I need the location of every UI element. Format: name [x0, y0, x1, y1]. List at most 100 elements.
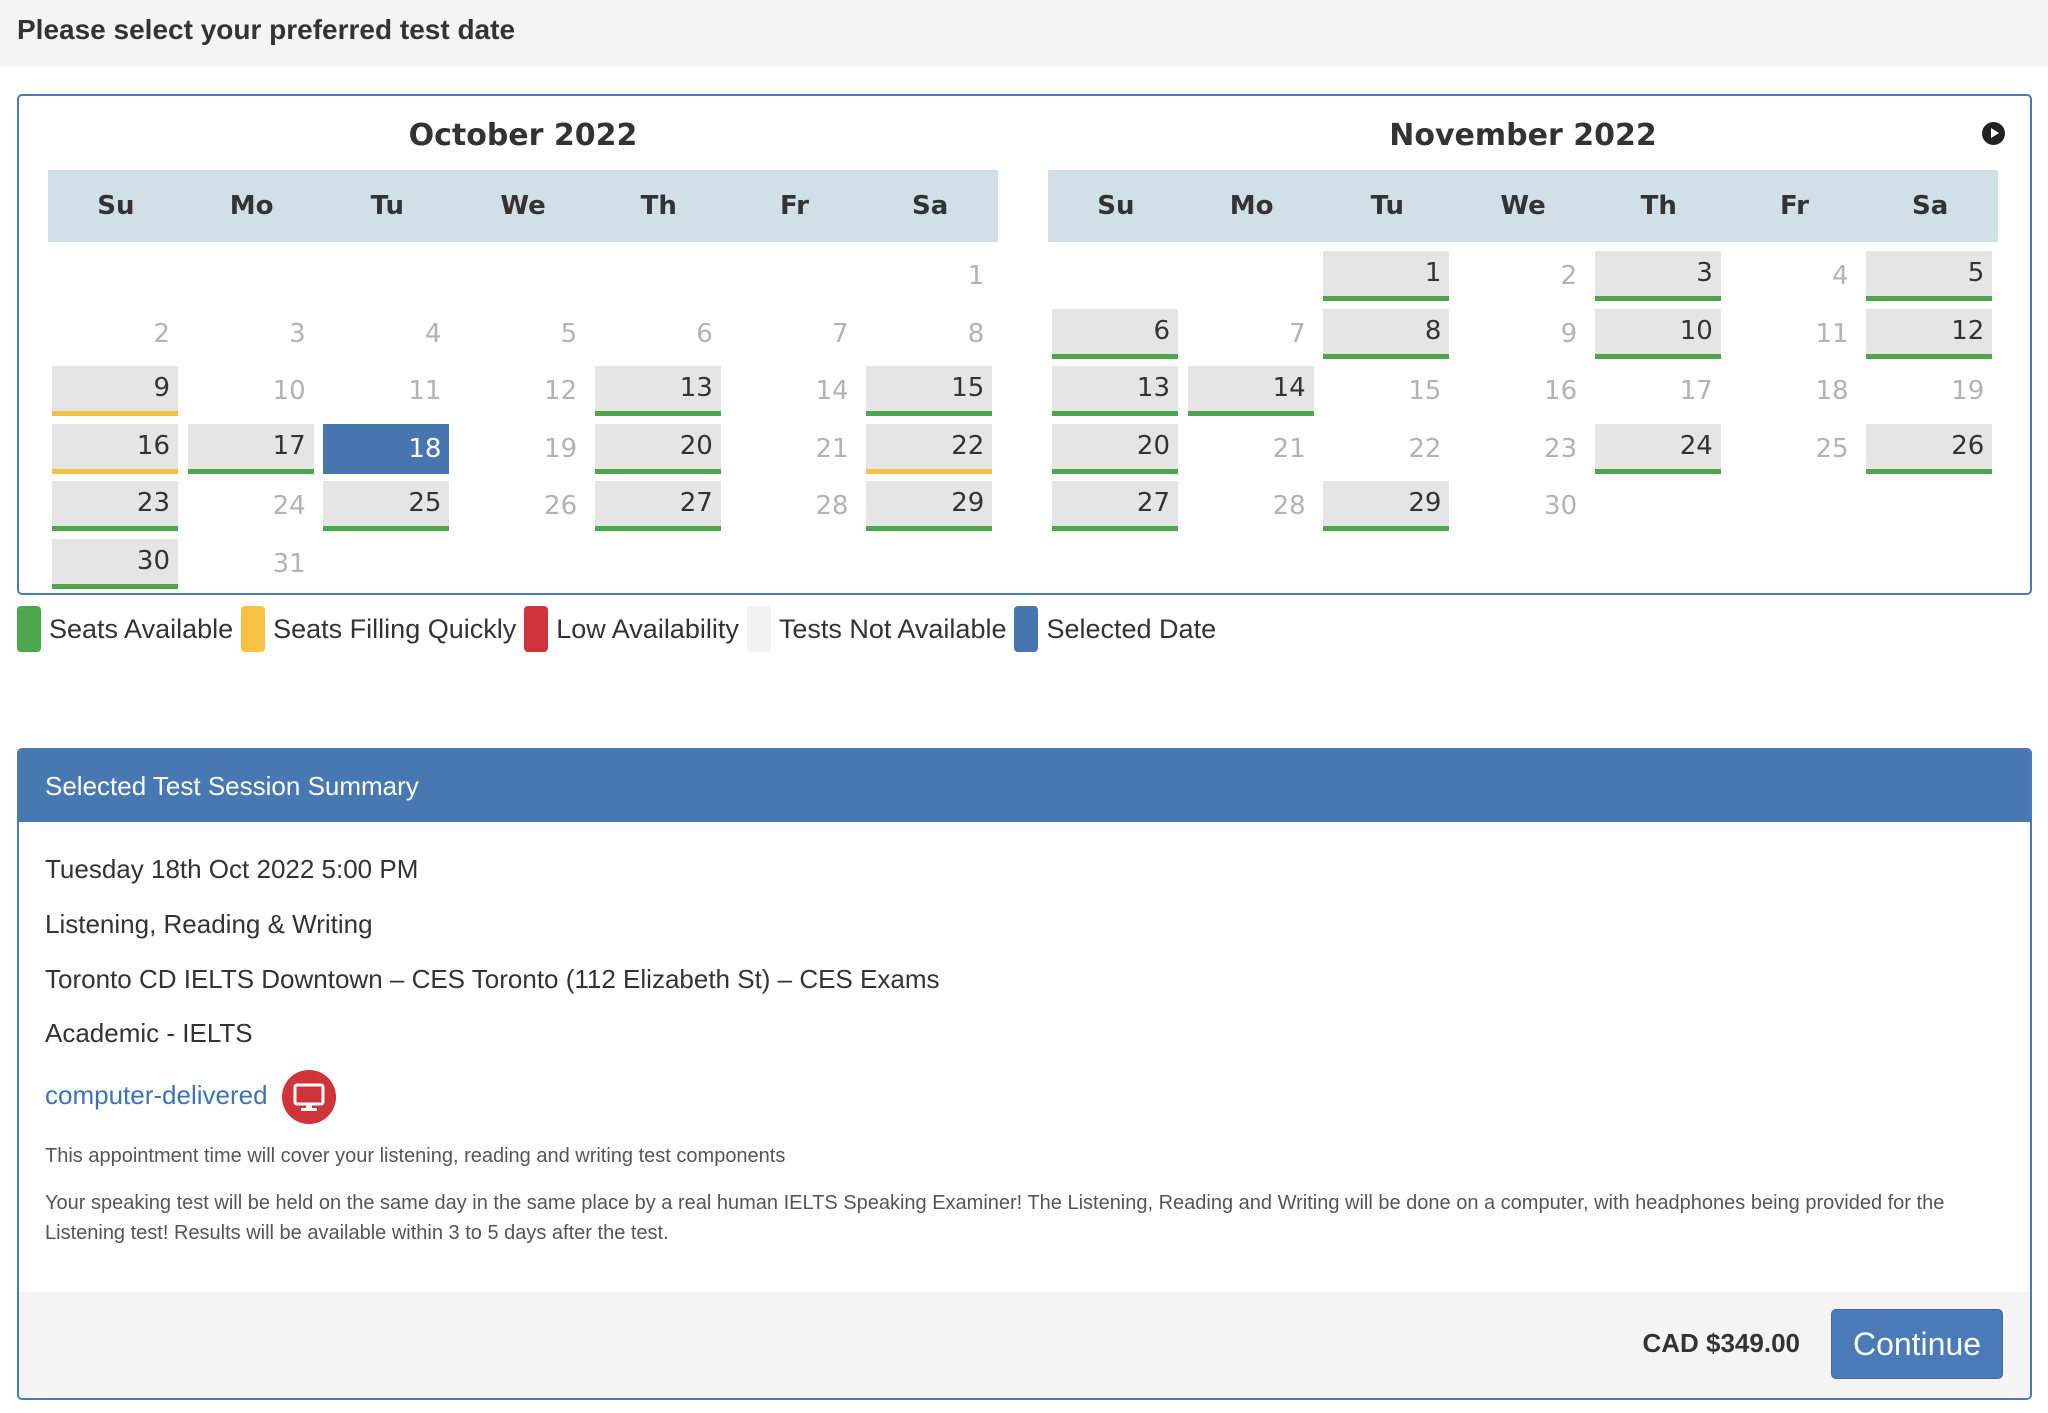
- day-cell-oct-31: 31: [272, 548, 306, 579]
- day-cell-oct-1: 1: [967, 261, 985, 291]
- day-cell-nov-28: 28: [1272, 491, 1306, 521]
- day-cell-oct-6: 6: [696, 318, 713, 349]
- weekday-label: Su: [97, 191, 135, 221]
- legend-label: Tests Not Available: [778, 613, 1007, 644]
- legend-swatch-not-available: [746, 606, 771, 652]
- day-cell-oct-13[interactable]: 13: [594, 366, 721, 416]
- day-cell-nov-17: 17: [1679, 376, 1713, 406]
- day-cell-nov-16: 16: [1544, 376, 1578, 406]
- appointment-note: This appointment time will cover your li…: [45, 1145, 786, 1167]
- day-cell-oct-3: 3: [289, 318, 306, 349]
- day-cell-oct-28: 28: [815, 491, 849, 521]
- day-cell-oct-17[interactable]: 17: [187, 423, 314, 474]
- day-cell-nov-13[interactable]: 13: [1052, 366, 1178, 416]
- day-cell-oct-11: 11: [408, 376, 442, 406]
- weekday-label: Fr: [779, 191, 809, 221]
- availability-legend: Seats Available Seats Filling Quickly Lo…: [17, 606, 1224, 652]
- day-cell-nov-7: 7: [1289, 318, 1306, 349]
- day-cell-oct-29[interactable]: 29: [866, 481, 993, 531]
- day-cell-nov-20[interactable]: 20: [1052, 423, 1178, 474]
- day-cell-oct-20[interactable]: 20: [594, 423, 721, 474]
- day-cell-nov-14[interactable]: 14: [1187, 366, 1314, 416]
- day-cell-nov-5[interactable]: 5: [1866, 251, 1993, 301]
- day-cell-nov-22: 22: [1408, 433, 1442, 464]
- weekday-label: Fr: [1779, 191, 1809, 221]
- page-header: Please select your preferred test date: [0, 0, 2048, 67]
- session-venue: Toronto CD IELTS Downtown – CES Toronto …: [45, 964, 940, 994]
- weekday-label: Sa: [1912, 191, 1949, 221]
- day-cell-oct-30[interactable]: 30: [52, 538, 178, 589]
- weekday-label: We: [500, 191, 546, 221]
- computer-delivered-link[interactable]: computer-delivered: [45, 1080, 268, 1110]
- day-cell-oct-27[interactable]: 27: [594, 481, 721, 531]
- day-cell-nov-25: 25: [1815, 433, 1849, 464]
- legend-swatch-low: [524, 606, 549, 652]
- weekday-label: Sa: [912, 191, 949, 221]
- day-cell-oct-24: 24: [272, 491, 306, 521]
- month-title-october: October 2022: [408, 118, 638, 153]
- day-cell-oct-7: 7: [832, 318, 849, 349]
- day-cell-nov-10[interactable]: 10: [1594, 308, 1721, 359]
- day-cell-oct-9[interactable]: 9: [52, 366, 178, 416]
- day-cell-nov-30: 30: [1544, 491, 1578, 521]
- legend-label: Low Availability: [556, 613, 739, 644]
- weekday-header-october: Su Mo Tu We Th Fr Sa: [48, 170, 998, 242]
- month-title-november: November 2022: [1389, 118, 1657, 153]
- day-cell-oct-19: 19: [544, 433, 578, 464]
- day-cell-nov-9: 9: [1560, 318, 1578, 349]
- legend-swatch-selected: [1014, 606, 1039, 652]
- day-cell-nov-12[interactable]: 12: [1866, 308, 1993, 359]
- day-cell-oct-18[interactable]: 18: [323, 423, 450, 474]
- day-cell-nov-6[interactable]: 6: [1052, 308, 1178, 359]
- weekday-label: Tu: [370, 191, 404, 221]
- session-module: Academic - IELTS: [45, 1018, 253, 1048]
- weekday-label: Tu: [1370, 191, 1404, 221]
- day-cell-nov-19: 19: [1951, 376, 1985, 406]
- legend-label: Seats Filling Quickly: [273, 613, 517, 644]
- day-cell-oct-21: 21: [815, 433, 849, 464]
- day-cell-nov-21: 21: [1272, 433, 1306, 464]
- day-cell-nov-2: 2: [1560, 261, 1578, 291]
- summary-footer: CAD $349.00 Continue: [19, 1292, 2030, 1398]
- weekday-label: We: [1500, 191, 1546, 221]
- day-cell-oct-23[interactable]: 23: [52, 481, 178, 531]
- legend-swatch-filling: [241, 606, 266, 652]
- monitor-icon: [282, 1070, 336, 1124]
- weekday-label: Th: [640, 191, 677, 221]
- day-cell-nov-3[interactable]: 3: [1594, 251, 1721, 301]
- day-cell-oct-5: 5: [560, 318, 578, 349]
- day-cell-nov-11: 11: [1815, 318, 1849, 349]
- day-cell-oct-26: 26: [544, 491, 578, 521]
- day-cell-nov-4: 4: [1832, 261, 1849, 291]
- day-cell-nov-29[interactable]: 29: [1323, 481, 1450, 531]
- day-cell-oct-14: 14: [815, 376, 849, 406]
- day-cell-oct-25[interactable]: 25: [323, 481, 450, 531]
- continue-button[interactable]: Continue: [1831, 1309, 2003, 1379]
- day-cell-nov-23: 23: [1544, 433, 1578, 464]
- weekday-label: Mo: [1229, 191, 1274, 221]
- day-cell-oct-22[interactable]: 22: [866, 423, 993, 474]
- legend-label: Selected Date: [1046, 613, 1217, 644]
- day-cell-nov-8[interactable]: 8: [1323, 308, 1450, 359]
- session-summary-panel: Selected Test Session Summary Tuesday 18…: [17, 748, 2032, 1400]
- weekday-label: Mo: [229, 191, 274, 221]
- weekday-header-november: Su Mo Tu We Th Fr Sa: [1048, 170, 1998, 242]
- day-cell-nov-15: 15: [1408, 376, 1442, 406]
- session-components: Listening, Reading & Writing: [45, 909, 373, 939]
- page-title: Please select your preferred test date: [17, 14, 516, 45]
- day-cell-oct-12: 12: [544, 376, 578, 406]
- next-month-icon[interactable]: [1982, 122, 2005, 145]
- calendar-panel: October 2022 November 2022 Su Mo Tu We T…: [17, 94, 2032, 595]
- day-cell-nov-27[interactable]: 27: [1052, 481, 1178, 531]
- day-cell-nov-24[interactable]: 24: [1594, 423, 1721, 474]
- day-cell-nov-26[interactable]: 26: [1866, 423, 1993, 474]
- weekday-label: Su: [1097, 191, 1135, 221]
- day-cell-nov-18: 18: [1815, 376, 1849, 406]
- day-cell-oct-8: 8: [967, 318, 985, 349]
- summary-heading: Selected Test Session Summary: [19, 750, 2030, 822]
- day-cell-oct-16[interactable]: 16: [52, 423, 178, 474]
- day-cell-oct-2: 2: [153, 318, 170, 349]
- day-cell-oct-10: 10: [272, 376, 306, 406]
- day-cell-nov-1[interactable]: 1: [1323, 251, 1450, 301]
- day-cell-oct-15[interactable]: 15: [866, 366, 993, 416]
